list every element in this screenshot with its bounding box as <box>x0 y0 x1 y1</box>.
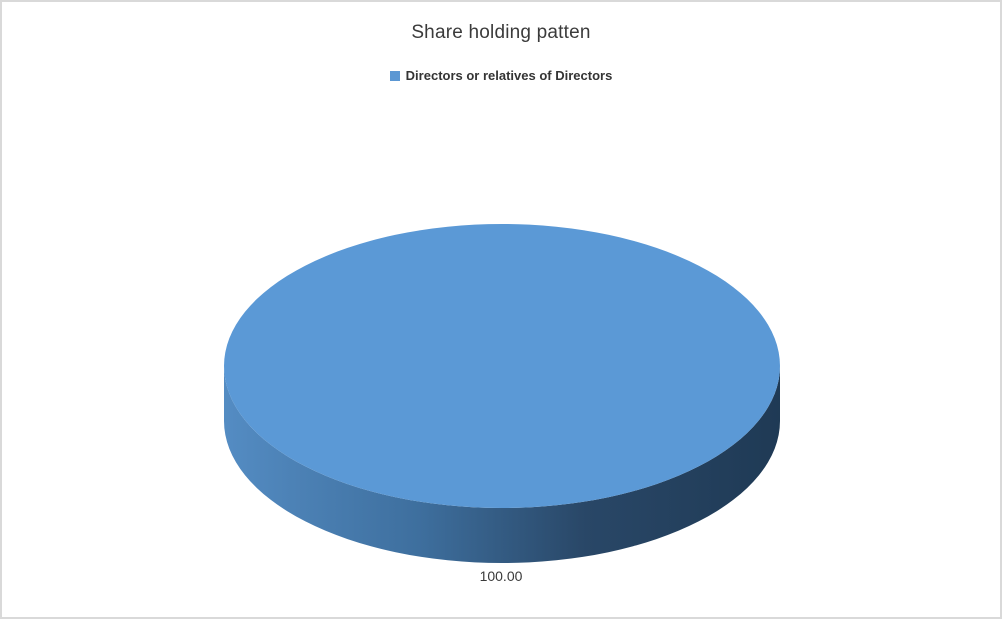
pie-data-label: 100.00 <box>479 568 523 584</box>
chart-title: Share holding patten <box>411 22 591 43</box>
legend-marker-icon <box>389 70 400 81</box>
legend: Directors or relatives of Directors <box>2 68 1000 83</box>
pie-side-wall <box>224 366 780 563</box>
legend-label: Directors or relatives of Directors <box>405 68 613 83</box>
legend-item: Directors or relatives of Directors <box>389 68 613 83</box>
pie-slice-top <box>224 224 780 508</box>
